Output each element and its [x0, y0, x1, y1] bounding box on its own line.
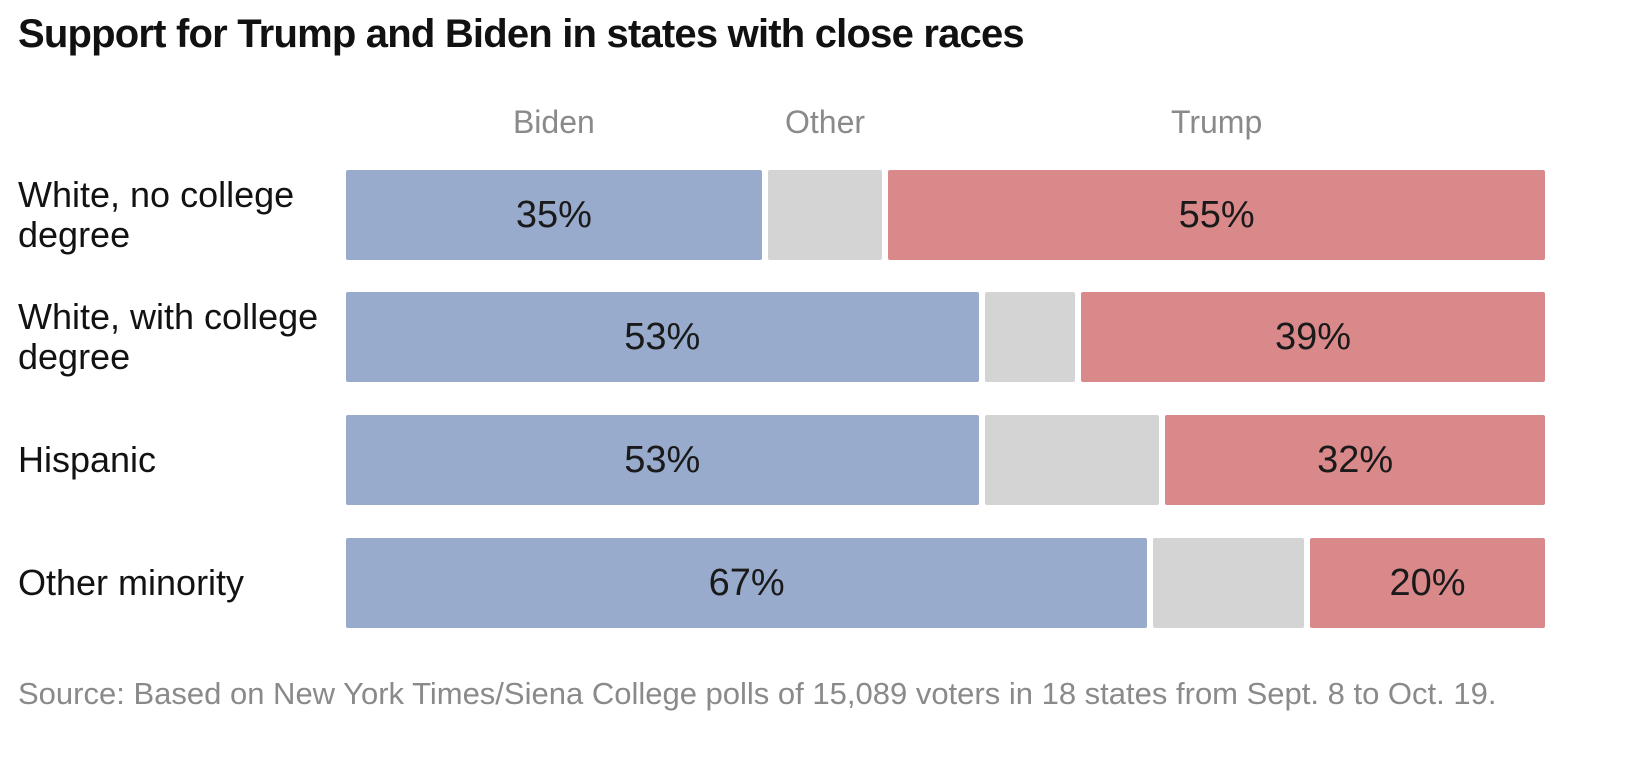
bar-other — [984, 415, 1160, 505]
row-label: Hispanic — [18, 439, 157, 480]
bar-other — [1153, 538, 1304, 628]
bar-trump: 20% — [1310, 538, 1545, 628]
legend-other: Other — [784, 104, 866, 140]
data-label-trump: 39% — [1274, 315, 1352, 358]
data-label-biden: 53% — [624, 315, 701, 358]
data-label-trump: 20% — [1389, 561, 1466, 604]
data-label-trump: 32% — [1317, 438, 1394, 481]
bar-biden: 53% — [346, 415, 979, 505]
bar-trump: 39% — [1081, 292, 1545, 382]
bar-biden: 53% — [346, 292, 979, 382]
bar-other — [984, 292, 1076, 382]
data-label-biden: 53% — [624, 438, 701, 481]
row-label: White, with college degree — [18, 296, 319, 377]
legend-biden: Biden — [512, 104, 595, 140]
row-label: White, no college degree — [18, 174, 295, 255]
data-label-trump: 55% — [1178, 193, 1255, 236]
bar-trump: 32% — [1165, 415, 1545, 505]
source-note: Source: Based on New York Times/Siena Co… — [18, 676, 1497, 711]
bar-biden: 67% — [346, 538, 1148, 628]
bar-trump: 55% — [888, 170, 1545, 260]
bar-biden: 35% — [346, 170, 762, 260]
data-label-biden: 35% — [515, 193, 592, 236]
chart-title: Support for Trump and Biden in states wi… — [18, 12, 1025, 56]
bar-other — [767, 170, 883, 260]
data-label-biden: 67% — [708, 561, 785, 604]
row-label: Other minority — [18, 562, 245, 603]
legend-trump: Trump — [1170, 104, 1263, 140]
